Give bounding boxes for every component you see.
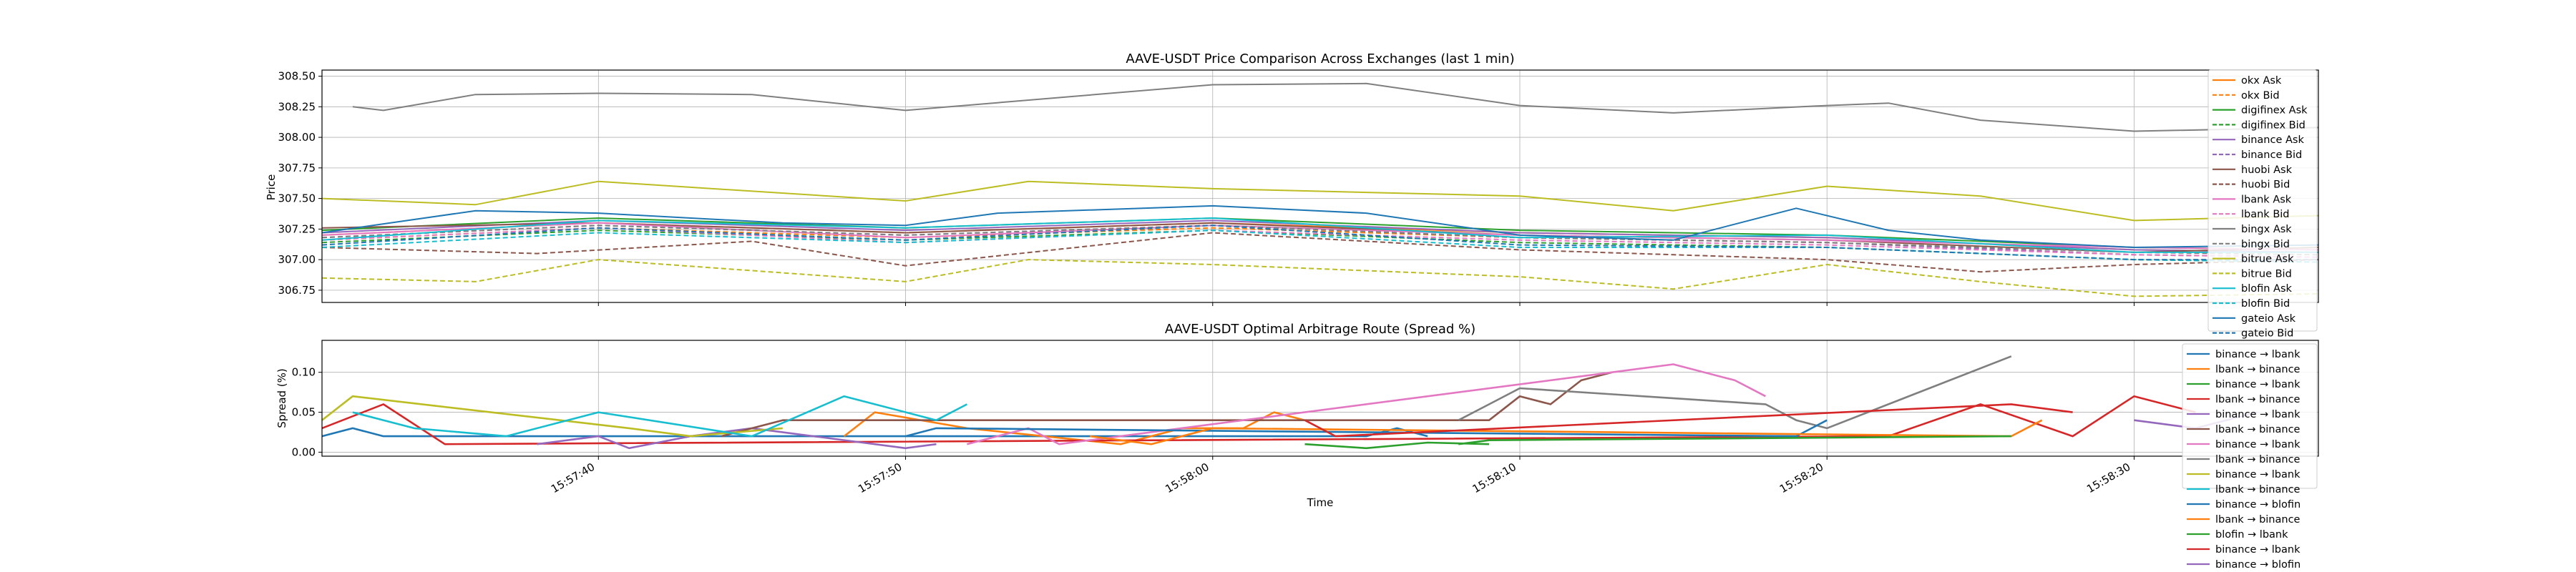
legend-label: binance → blofin [2215,559,2301,571]
legend-label: binance → lbank [2215,439,2301,450]
price-chart-title: AAVE-USDT Price Comparison Across Exchan… [1126,51,1514,66]
price-axes-frame [321,69,2319,303]
legend-label: okx Ask [2241,75,2282,87]
legend-label: bitrue Bid [2241,268,2292,280]
legend-label: binance → lbank [2215,349,2301,360]
legend-label: binance Ask [2241,134,2304,146]
spread-x-label: Time [1307,496,1334,509]
series-line-10 [905,419,1828,438]
series-line-5 [721,371,1613,438]
legend-label: bitrue Ask [2241,254,2294,265]
series-line-13 [1304,403,2073,438]
legend-label: huobi Ask [2241,164,2293,176]
price-chart: AAVE-USDT Price Comparison Across Exchan… [265,51,2319,340]
legend-box [2207,69,2318,332]
legend-label: gateio Ask [2241,313,2296,325]
legend-label: bingx Bid [2241,239,2290,250]
y-tick-label: 0.10 [292,366,316,379]
series-line-6 [321,222,2319,253]
legend-label: lbank → binance [2215,424,2301,435]
legend-box [2182,343,2318,489]
legend-label: blofin → lbank [2215,529,2288,541]
y-tick-label: 306.75 [278,284,316,297]
series-line-8 [321,395,783,438]
y-tick-label: 308.50 [278,70,316,83]
legend-label: lbank → binance [2215,364,2301,375]
spread-series [321,355,2258,450]
legend-label: blofin Ask [2241,283,2293,295]
series-line-7 [1458,355,2012,430]
legend-label: digifinex Ask [2241,105,2308,117]
spread-legend: binance → lbank lbank → binance binance → … [2182,343,2318,571]
series-line-14 [321,217,2318,253]
legend-label: blofin Bid [2241,298,2290,310]
legend-label: lbank → binance [2215,394,2301,405]
y-tick-label: 0.05 [292,406,316,419]
y-tick-label: 308.25 [278,100,316,113]
y-tick-label: 307.25 [278,222,316,235]
spread-axes-frame [321,340,2319,457]
spread-y-ticks: 0.00 0.05 0.10 [292,366,322,458]
legend-label: lbank → binance [2215,514,2301,526]
legend-label: lbank Bid [2241,209,2290,220]
series-line-8 [321,222,2319,251]
spread-grid [322,340,2318,460]
legend-label: binance → blofin [2215,499,2301,511]
legend-label: binance → lbank [2215,409,2301,420]
series-line-3 [321,395,2196,445]
series-line-11 [1089,419,2043,445]
series-line-10 [352,82,2319,132]
legend-label: lbank Ask [2241,194,2292,205]
legend-label: binance → lbank [2215,544,2301,556]
legend-label: okx Bid [2241,90,2280,102]
y-tick-label: 307.75 [278,162,316,174]
series-line-12 [321,180,2319,222]
spread-y-label: Spread (%) [275,368,288,428]
series-line-9 [352,395,967,438]
series-line-12 [1458,435,2011,445]
y-tick-label: 0.00 [292,445,316,458]
series-line-1 [843,411,1305,445]
legend-label: lbank → binance [2215,454,2301,465]
legend-label: binance → lbank [2215,469,2301,480]
series-line-16 [321,204,2319,248]
price-grid [322,70,2318,306]
legend-label: gateio Bid [2241,328,2293,340]
series-line-13 [321,259,2319,297]
y-tick-label: 308.00 [278,131,316,144]
series-line-7 [321,232,2319,273]
legend-label: lbank → binance [2215,484,2301,495]
legend-label: bingx Ask [2241,224,2292,235]
price-legend: okx Ask okx Bid digifinex Ask digifinex Bid… [2207,69,2318,340]
price-y-label: Price [265,174,278,201]
legend-label: digifinex Bid [2241,119,2306,131]
y-tick-label: 307.50 [278,192,316,205]
legend-label: huobi Bid [2241,179,2290,191]
legend-label: binance → lbank [2215,379,2301,390]
legend-label: binance Bid [2241,149,2302,161]
spread-chart-title: AAVE-USDT Optimal Arbitrage Route (Sprea… [1165,322,1475,337]
price-y-ticks: 306.75 307.00 307.25 307.50 307.75 308.00 308.… [278,70,322,297]
y-tick-label: 307.00 [278,253,316,266]
price-series [321,82,2319,297]
